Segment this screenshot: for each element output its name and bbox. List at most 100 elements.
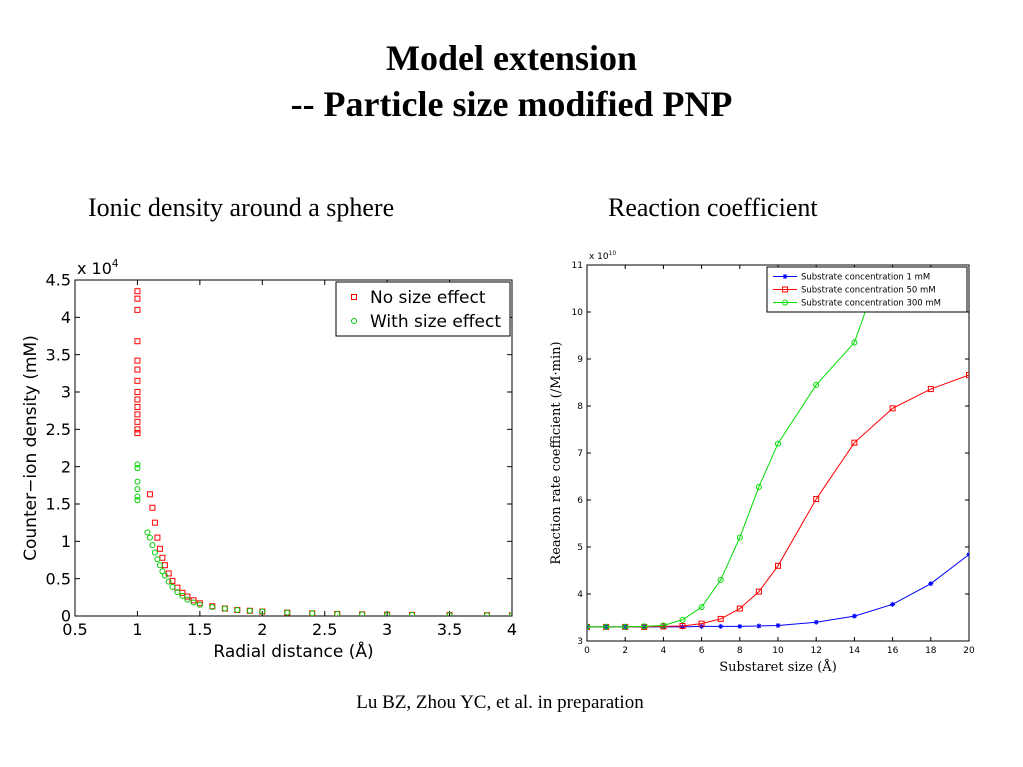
data-point xyxy=(409,611,416,616)
x-tick-label: 6 xyxy=(699,646,705,656)
x-tick-label: 0 xyxy=(584,646,590,656)
x-tick-label: 14 xyxy=(849,646,861,656)
y-tick-label: 3 xyxy=(577,637,583,647)
data-point xyxy=(134,357,141,364)
y-tick-label: 4.5 xyxy=(46,271,71,290)
y-tick-label: 8 xyxy=(577,402,583,412)
data-point xyxy=(587,623,590,630)
data-point xyxy=(359,611,366,616)
data-point xyxy=(622,623,629,630)
data-point xyxy=(755,588,762,595)
data-point xyxy=(813,496,820,503)
data-point xyxy=(679,616,686,623)
legend: No size effect With size effect xyxy=(335,281,511,337)
legend-label: No size effect xyxy=(370,288,486,308)
axis-multiplier: x 104 xyxy=(77,258,119,278)
x-axis-label: Substaret size (Å) xyxy=(719,659,837,675)
data-point xyxy=(246,607,253,614)
x-tick-label: 1 xyxy=(132,620,142,639)
data-point xyxy=(234,607,241,614)
data-point xyxy=(156,562,163,569)
data-point xyxy=(149,504,156,511)
data-point xyxy=(169,577,176,584)
data-point xyxy=(603,623,610,630)
plot-frame xyxy=(586,264,970,642)
legend-label: Substrate concentration 1 mM xyxy=(801,272,930,282)
data-point xyxy=(851,339,858,346)
data-point xyxy=(161,562,168,569)
y-tick-label: 0.5 xyxy=(46,569,71,588)
data-point xyxy=(813,619,819,625)
data-point xyxy=(134,465,141,472)
slide-title-line2: -- Particle size modified PNP xyxy=(290,84,733,124)
data-point xyxy=(134,497,141,504)
data-point xyxy=(134,493,141,500)
data-point xyxy=(509,612,512,616)
legend-marker xyxy=(782,274,788,279)
data-point xyxy=(775,440,781,447)
x-tick-label: 2 xyxy=(257,620,267,639)
y-tick-label: 9 xyxy=(577,355,583,365)
data-point xyxy=(169,583,176,590)
data-point xyxy=(384,611,391,616)
data-point xyxy=(756,623,762,629)
data-point xyxy=(680,624,685,630)
data-point xyxy=(679,622,686,629)
y-tick-label: 5 xyxy=(577,543,583,553)
citation: Lu BZ, Zhou YC, et al. in preparation xyxy=(356,692,644,713)
data-point xyxy=(851,613,857,619)
reaction-coefficient-chart: 0 2 4 6 8 10 12 14 16 18 20 3 4 5 6 7 8 9 10 11 x 1010 Substa… xyxy=(549,251,975,675)
series-1 xyxy=(134,461,512,616)
data-point xyxy=(813,381,820,388)
x-tick-label: 4 xyxy=(661,646,667,656)
x-tick-label: 18 xyxy=(925,646,937,656)
ionic-density-chart: 0.5 1 1.5 2 2.5 3 3.5 400.511.522.533.544.5x 10… xyxy=(21,258,517,662)
legend-label: Substrate concentration 50 mM xyxy=(801,285,936,295)
data-point xyxy=(196,601,203,608)
series-0 xyxy=(134,288,512,616)
y-tick-label: 0 xyxy=(61,607,71,626)
data-point xyxy=(159,554,166,561)
legend-label: With size effect xyxy=(370,312,501,332)
x-tick-label: 10 xyxy=(772,646,784,656)
data-point xyxy=(161,572,168,579)
data-point xyxy=(134,461,141,468)
x-tick-label: 3.5 xyxy=(437,620,462,639)
data-point xyxy=(717,615,724,622)
data-point xyxy=(149,542,156,549)
data-point xyxy=(159,568,166,575)
data-point xyxy=(134,366,141,373)
data-point xyxy=(718,623,724,629)
data-point xyxy=(134,411,141,418)
data-point xyxy=(134,403,141,410)
data-point xyxy=(717,576,724,583)
y-tick-label: 1.5 xyxy=(46,495,71,514)
data-point xyxy=(134,306,141,313)
data-point xyxy=(851,439,858,446)
data-point xyxy=(660,622,667,629)
data-point xyxy=(134,486,141,493)
left-chart-caption: Ionic density around a sphere xyxy=(88,193,395,222)
data-point xyxy=(775,622,781,628)
data-point xyxy=(174,589,181,596)
data-point xyxy=(154,556,161,563)
data-point xyxy=(184,596,191,603)
data-point xyxy=(737,623,743,629)
data-point xyxy=(698,604,705,611)
x-tick-label: 8 xyxy=(737,646,743,656)
data-point xyxy=(775,562,781,569)
right-chart-caption: Reaction coefficient xyxy=(608,193,818,222)
data-point xyxy=(889,405,896,412)
y-tick-label: 2.5 xyxy=(46,420,71,439)
legend-marker xyxy=(782,299,788,306)
y-axis-label: Counter−ion density (mM) xyxy=(21,335,41,561)
y-tick-label: 4 xyxy=(61,308,71,327)
data-point xyxy=(134,478,141,485)
data-point xyxy=(134,418,141,425)
data-point xyxy=(151,549,158,556)
y-tick-label: 3.5 xyxy=(46,345,71,364)
x-tick-label: 2 xyxy=(622,646,628,656)
x-tick-label: 2.5 xyxy=(312,620,337,639)
legend-marker xyxy=(782,286,788,293)
y-tick-label: 3 xyxy=(61,383,71,402)
